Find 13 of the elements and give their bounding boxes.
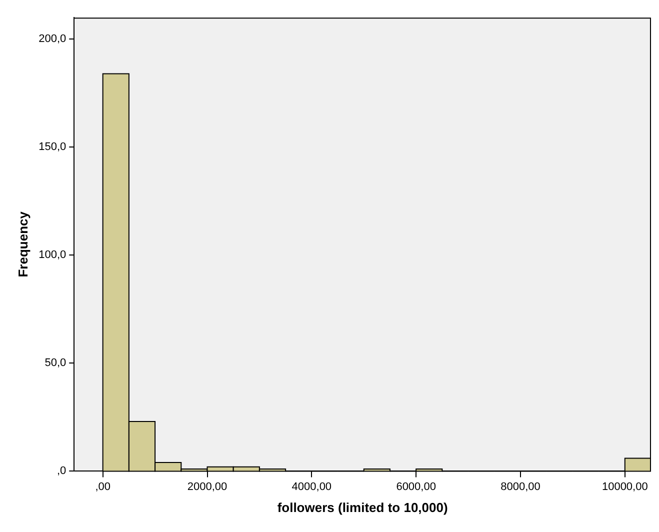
x-tick-label: 6000,00 bbox=[396, 480, 436, 493]
y-axis-title: Frequency bbox=[15, 210, 30, 278]
x-tick-label: ,00 bbox=[95, 480, 110, 493]
x-tick-label: 4000,00 bbox=[292, 480, 332, 493]
y-tick-label: ,0 bbox=[56, 465, 66, 478]
y-tick-label: 150,0 bbox=[38, 141, 66, 154]
x-tick-label: 10000,00 bbox=[602, 480, 648, 493]
x-tick-label: 2000,00 bbox=[187, 480, 228, 493]
y-tick-label: 50,0 bbox=[44, 357, 66, 370]
x-tick-label: 8000,00 bbox=[500, 480, 540, 493]
x-axis-title: followers (limited to 10,000) bbox=[277, 500, 448, 515]
y-tick-label: 200,0 bbox=[38, 33, 66, 46]
y-tick-label: 100,0 bbox=[38, 249, 66, 262]
